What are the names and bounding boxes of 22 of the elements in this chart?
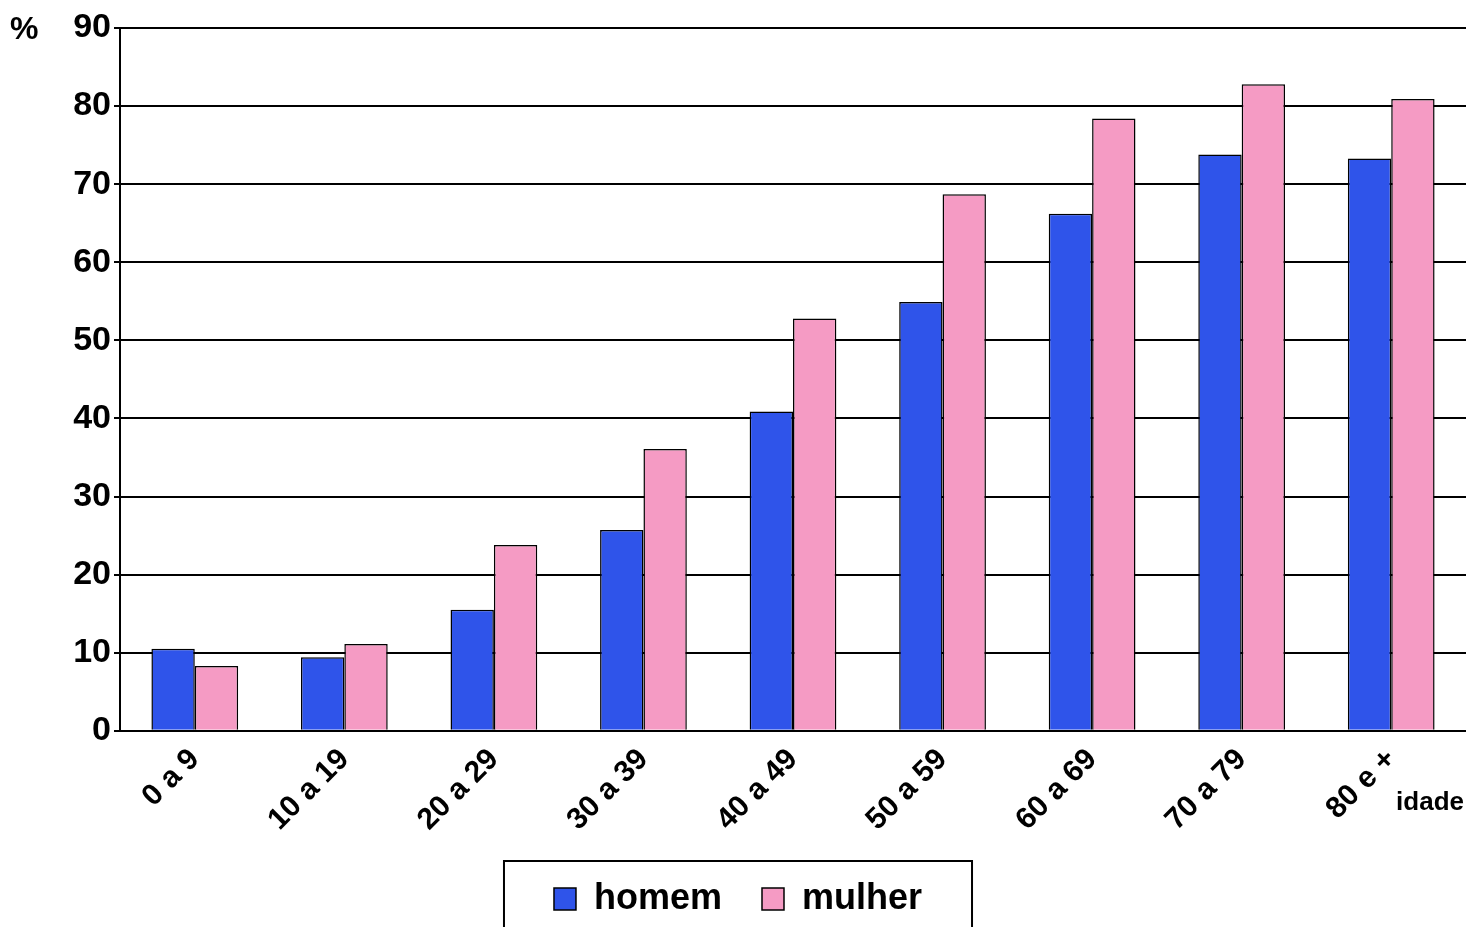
x-axis-title: idade — [1396, 786, 1464, 817]
y-tick-label: 40 — [73, 396, 111, 435]
y-tick-label: 10 — [73, 631, 111, 670]
y-tick-label: 0 — [92, 709, 111, 748]
legend-label: homem — [593, 875, 723, 917]
x-tick-label: 10 a 19 — [260, 741, 355, 836]
y-tick-label: 20 — [73, 552, 111, 591]
y-tick-label: 50 — [73, 318, 111, 357]
legend-label: mulher — [802, 875, 923, 917]
y-tick-label: 90 — [73, 6, 111, 45]
y-axis-title: % — [10, 9, 39, 46]
x-tick-label: 70 a 79 — [1157, 741, 1252, 836]
x-tick-label: 30 a 39 — [559, 741, 654, 836]
y-tick-label: 60 — [73, 240, 111, 279]
x-tick-label: 40 a 49 — [708, 741, 804, 836]
y-tick-label: 30 — [73, 474, 111, 513]
x-tick-label: 50 a 59 — [858, 741, 953, 836]
y-tick-label: 70 — [73, 162, 111, 201]
y-tick-label: 80 — [73, 84, 111, 123]
x-tick-label: 20 a 29 — [409, 741, 504, 836]
x-tick-label: 0 a 9 — [134, 741, 205, 812]
x-tick-label: 60 a 69 — [1008, 741, 1103, 836]
